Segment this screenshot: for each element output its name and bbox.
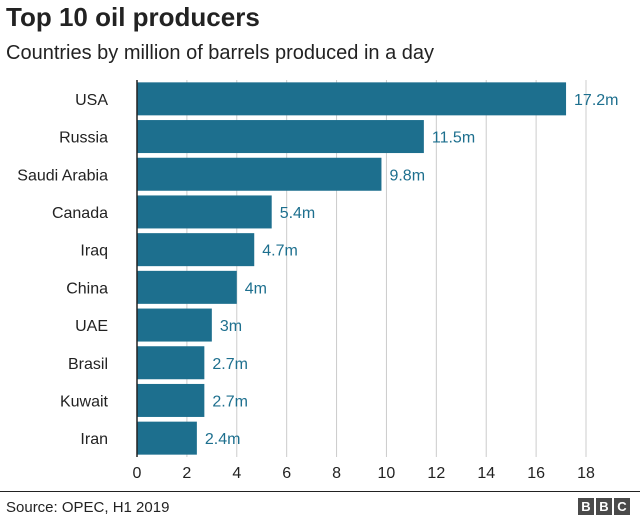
value-label: 2.4m	[205, 431, 241, 448]
bar	[137, 233, 255, 267]
x-tick-label: 2	[182, 465, 191, 482]
source-note: Source: OPEC, H1 2019	[6, 499, 170, 516]
x-tick-label: 4	[232, 465, 241, 482]
x-tick-label: 10	[378, 465, 396, 482]
bbc-logo-block: C	[614, 498, 630, 515]
x-tick-label: 14	[477, 465, 495, 482]
value-labels: 17.2m 11.5m 9.8m 5.4m 4.7m 4m 3m 2.7m 2.7m 2.4m	[205, 92, 619, 448]
value-label: 11.5m	[432, 130, 475, 147]
bar	[137, 195, 272, 229]
bar-chart: USA Russia Saudi Arabia Canada Iraq China UAE B…	[17, 80, 619, 482]
chart-title: Top 10 oil producers	[6, 2, 260, 32]
category-labels: USA Russia Saudi Arabia Canada Iraq China UAE B…	[17, 92, 108, 448]
x-tick-label: 6	[282, 465, 291, 482]
bar	[137, 82, 567, 116]
category-label: Russia	[59, 130, 108, 147]
bars	[137, 82, 567, 455]
x-tick-label: 0	[133, 465, 142, 482]
category-label: Kuwait	[60, 393, 109, 410]
value-label: 3m	[220, 318, 242, 335]
x-tick-label: 18	[577, 465, 595, 482]
bbc-logo-block: B	[596, 498, 612, 515]
category-label: Iran	[80, 431, 108, 448]
category-label: Brasil	[68, 356, 108, 373]
value-label: 5.4m	[280, 205, 316, 222]
bbc-logo-block: B	[578, 498, 594, 515]
chart-subtitle: Countries by million of barrels produced…	[6, 42, 434, 64]
bar	[137, 421, 197, 455]
value-label: 17.2m	[574, 92, 618, 109]
bar	[137, 346, 205, 380]
bar	[137, 270, 237, 304]
category-label: Iraq	[80, 243, 108, 260]
category-label: Saudi Arabia	[17, 167, 108, 184]
x-tick-label: 12	[427, 465, 445, 482]
footer-divider	[0, 491, 640, 492]
bbc-logo: B B C	[578, 498, 630, 515]
value-label: 4.7m	[262, 243, 298, 260]
value-label: 2.7m	[212, 393, 248, 410]
category-label: Canada	[52, 205, 108, 222]
bar	[137, 308, 212, 342]
x-tick-label: 8	[332, 465, 341, 482]
bar	[137, 157, 382, 191]
value-label: 2.7m	[212, 356, 248, 373]
value-label: 4m	[245, 280, 267, 297]
category-label: USA	[75, 92, 108, 109]
category-label: China	[66, 280, 108, 297]
x-tick-label: 16	[527, 465, 545, 482]
x-axis-ticks: 0 2 4 6 8 10 12 14 16 18	[133, 465, 595, 482]
category-label: UAE	[75, 318, 108, 335]
bar	[137, 383, 205, 417]
bar	[137, 120, 424, 154]
value-label: 9.8m	[389, 167, 425, 184]
